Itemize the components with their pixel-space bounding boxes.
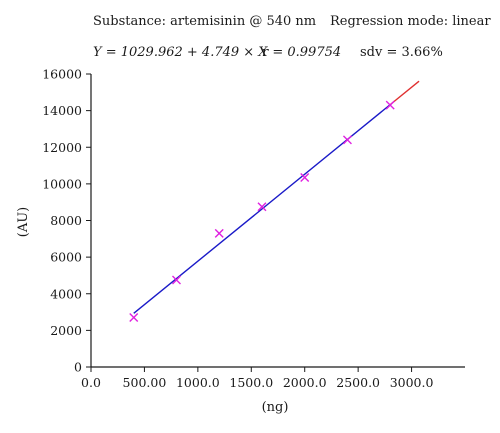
header-correlation: r = 0.99754 <box>262 45 341 60</box>
y-tick-label: 12000 <box>42 140 82 155</box>
data-point <box>171 275 181 285</box>
data-point <box>342 135 352 145</box>
extrapolation-line <box>389 80 420 106</box>
x-axis-title: (ng) <box>262 400 289 415</box>
data-point <box>385 100 395 110</box>
data-point <box>214 228 224 238</box>
regression-lines <box>133 80 420 314</box>
y-tick-label: 14000 <box>42 103 82 118</box>
y-tick-label: 6000 <box>50 250 82 265</box>
x-tick-label: 0.0 <box>81 375 101 390</box>
header-equation: Y = 1029.962 + 4.749 × X <box>93 45 268 60</box>
regression-line <box>133 104 391 314</box>
data-points <box>129 100 395 323</box>
x-tick-label: 500.00 <box>123 375 167 390</box>
y-tick-label: 0 <box>74 360 82 375</box>
x-axis-ticks: 0.0 500.00 1000.0 1500.0 2000.0 2500.0 3000.0 <box>81 367 433 390</box>
data-point <box>300 172 310 182</box>
x-tick-label: 2000.0 <box>283 375 327 390</box>
y-tick-label: 4000 <box>50 286 82 301</box>
y-tick-label: 2000 <box>50 323 82 338</box>
header-regression-mode: Regression mode: linear <box>330 14 491 29</box>
y-axis-ticks: 0 2000 4000 6000 8000 10000 12000 14000 16000 <box>42 67 91 375</box>
data-point <box>129 313 139 323</box>
header-sdv: sdv = 3.66% <box>360 45 443 60</box>
y-tick-label: 8000 <box>50 213 82 228</box>
x-tick-label: 1000.0 <box>176 375 220 390</box>
x-tick-label: 1500.0 <box>229 375 273 390</box>
y-tick-label: 16000 <box>42 67 82 82</box>
y-tick-label: 10000 <box>42 176 82 191</box>
y-axis-title: (AU) <box>16 207 31 238</box>
data-point <box>257 202 267 212</box>
x-tick-label: 2500.0 <box>336 375 380 390</box>
header-substance: Substance: artemisinin @ 540 nm <box>93 14 316 29</box>
x-tick-label: 3000.0 <box>390 375 434 390</box>
